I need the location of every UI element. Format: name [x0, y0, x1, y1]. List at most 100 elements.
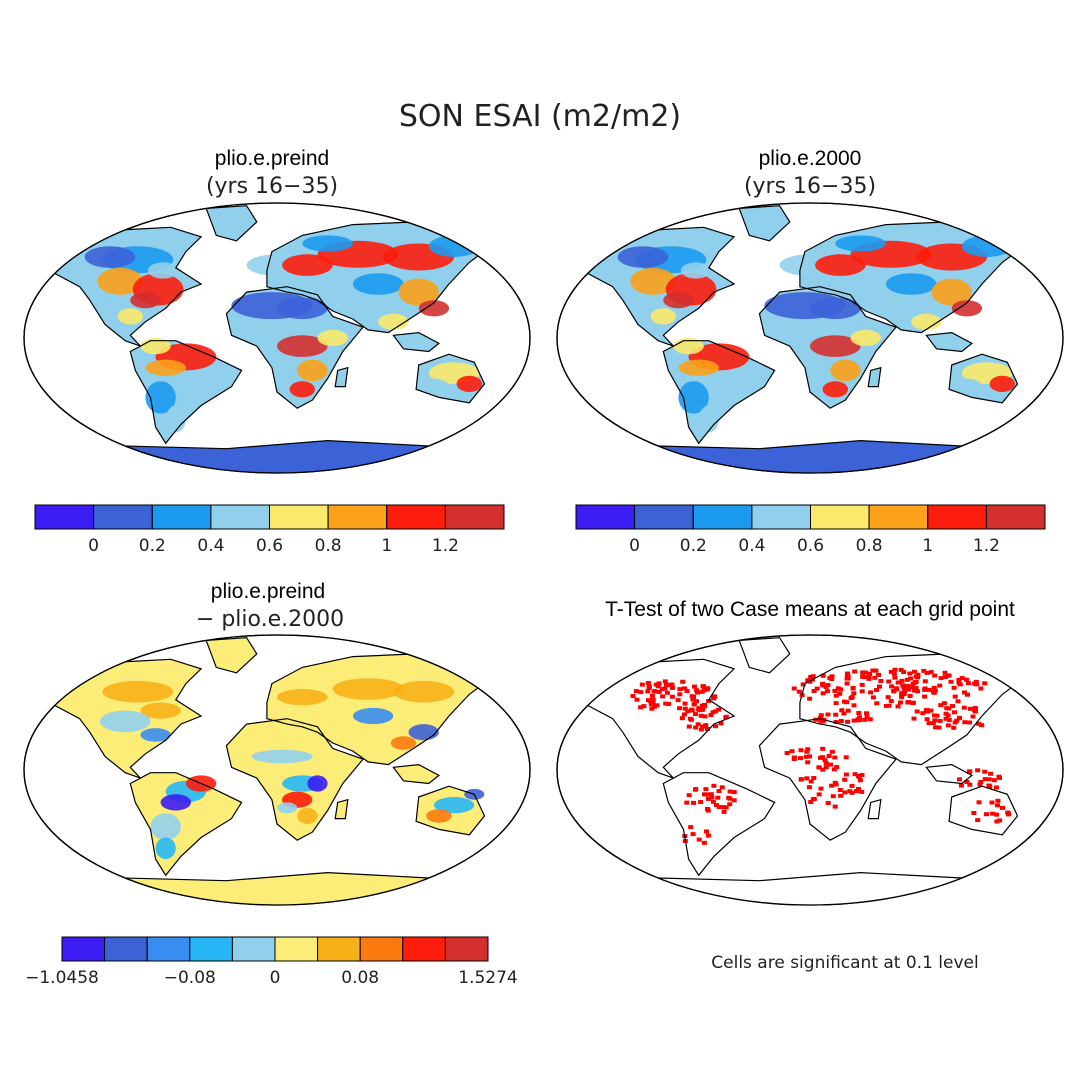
- significant-cell: [669, 694, 675, 699]
- significant-cell: [811, 776, 817, 780]
- significant-cell: [694, 688, 699, 693]
- colorbar-swatch: [359, 936, 404, 962]
- significant-cell: [910, 700, 916, 705]
- significant-cell: [807, 696, 813, 701]
- significant-cell: [967, 782, 973, 787]
- colorbar-tick-label: 1.5274: [458, 968, 517, 988]
- shade-patch: [650, 308, 676, 325]
- shade-patch: [155, 837, 176, 860]
- significant-cell: [686, 793, 692, 798]
- significant-cell: [1006, 812, 1011, 817]
- significant-cell: [957, 777, 962, 782]
- significant-cell: [822, 758, 828, 763]
- colorbar-swatch: [104, 936, 148, 962]
- significant-cell: [889, 684, 895, 689]
- shade-patch: [931, 333, 962, 348]
- significant-cell: [805, 747, 811, 752]
- significant-cell: [784, 751, 790, 755]
- significant-cell: [872, 668, 878, 673]
- significant-cell: [710, 799, 716, 804]
- significant-cell: [716, 707, 722, 712]
- significant-cell: [835, 686, 841, 691]
- shade-patch: [99, 710, 151, 733]
- significant-cell: [669, 682, 675, 687]
- land-antarctica: [24, 440, 530, 473]
- significant-cell: [844, 681, 850, 686]
- significant-cell: [907, 671, 913, 676]
- significant-cell: [856, 711, 862, 715]
- shade-patch: [408, 724, 439, 741]
- significant-cell: [975, 768, 981, 773]
- colorbar-swatch: [402, 936, 446, 962]
- significant-cell: [708, 792, 714, 797]
- significant-cell: [866, 676, 872, 681]
- significant-cell: [675, 698, 681, 703]
- significant-cell: [820, 755, 825, 760]
- shade-patch: [680, 262, 712, 279]
- land-africa: [759, 718, 896, 841]
- significant-cell: [888, 699, 894, 704]
- significant-cell: [997, 775, 1002, 780]
- significant-cell: [816, 792, 822, 797]
- shade-patch: [835, 235, 886, 252]
- significant-cell: [859, 789, 865, 794]
- significant-cell: [909, 685, 914, 689]
- significant-cell: [638, 705, 644, 710]
- significant-cell: [973, 709, 978, 714]
- significant-cell: [660, 694, 666, 699]
- significant-cell: [834, 765, 840, 769]
- coastline-indonesia: [392, 331, 440, 353]
- colorbar-swatch: [927, 504, 987, 530]
- significant-cell: [727, 802, 733, 807]
- shade-patch: [140, 728, 171, 742]
- significant-cell: [816, 765, 822, 770]
- significant-cell: [943, 716, 949, 721]
- shade-patch: [393, 680, 455, 703]
- coastline-madagascar: [867, 366, 882, 388]
- significant-cell: [857, 715, 862, 720]
- significant-cell: [693, 725, 699, 730]
- significant-cell: [928, 670, 934, 675]
- shade-patch: [931, 278, 972, 306]
- significant-cell: [818, 786, 824, 791]
- significant-cell: [870, 695, 876, 700]
- significant-cell: [852, 669, 858, 674]
- panel-3-globe-border: [23, 634, 531, 906]
- significant-cell: [823, 685, 829, 689]
- panel-2-map: [556, 202, 1064, 474]
- significant-cell: [922, 686, 928, 691]
- shade-patch: [297, 807, 318, 825]
- significant-cell: [868, 690, 874, 695]
- significant-cell: [956, 680, 962, 685]
- coastline-australia: [415, 785, 486, 836]
- shade-patch: [165, 405, 186, 433]
- significant-cell: [720, 805, 726, 810]
- coastline-north-america: [581, 226, 736, 347]
- significant-cell: [957, 715, 962, 720]
- significant-cell: [825, 689, 830, 694]
- significant-cell: [723, 714, 729, 719]
- significant-cell: [680, 679, 686, 684]
- significant-cell: [830, 794, 836, 799]
- significant-cell: [833, 782, 839, 787]
- significant-cell: [705, 833, 711, 838]
- significant-cell: [988, 771, 994, 776]
- significant-cell: [982, 777, 988, 782]
- colorbar-tick-label: 0.4: [738, 536, 765, 556]
- significant-cell: [656, 689, 662, 694]
- coastline-north-america: [48, 226, 203, 347]
- significant-cell: [874, 701, 880, 706]
- significant-cell: [696, 707, 702, 712]
- significant-cell: [798, 748, 804, 753]
- significant-cell: [938, 676, 944, 681]
- significant-cell: [837, 691, 843, 696]
- panel-3-map: [23, 634, 531, 906]
- significant-cell: [915, 689, 920, 694]
- significant-cell: [731, 798, 737, 803]
- colorbar-swatch: [151, 504, 212, 530]
- coastline-eurasia: [799, 653, 1029, 766]
- significant-cell: [677, 687, 683, 692]
- significant-cell: [639, 682, 645, 687]
- colorbar-swatch: [189, 936, 233, 962]
- coastline-africa: [225, 718, 365, 841]
